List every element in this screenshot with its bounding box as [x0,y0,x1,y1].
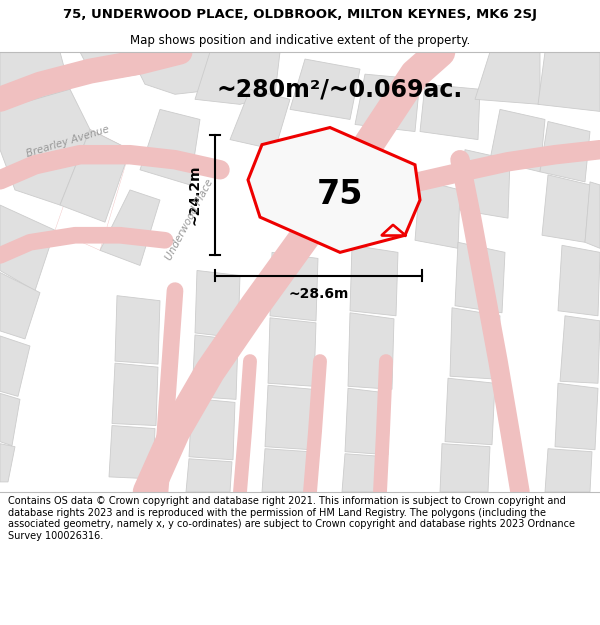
Polygon shape [350,246,398,316]
Polygon shape [60,129,130,222]
Polygon shape [186,459,232,492]
Polygon shape [355,74,420,131]
Polygon shape [415,180,460,248]
Polygon shape [0,336,30,396]
Polygon shape [230,89,290,149]
Polygon shape [0,272,40,339]
Polygon shape [270,253,318,321]
Polygon shape [100,190,160,266]
Polygon shape [195,52,280,104]
Polygon shape [490,109,545,172]
Text: Map shows position and indicative extent of the property.: Map shows position and indicative extent… [130,34,470,47]
Polygon shape [460,149,510,218]
Polygon shape [248,127,420,252]
Polygon shape [265,385,313,450]
Polygon shape [558,246,600,316]
Polygon shape [195,271,240,338]
Polygon shape [150,69,500,351]
Polygon shape [0,393,20,446]
Polygon shape [348,312,394,389]
Polygon shape [555,383,598,450]
Polygon shape [55,129,130,251]
Polygon shape [445,378,495,444]
Polygon shape [345,388,390,455]
Polygon shape [109,426,155,479]
Text: ~280m²/~0.069ac.: ~280m²/~0.069ac. [217,78,463,101]
Polygon shape [420,84,480,139]
Text: Brearley Avenue: Brearley Avenue [25,124,111,159]
Polygon shape [542,175,590,242]
Polygon shape [440,444,490,492]
Polygon shape [540,121,590,182]
Text: 75: 75 [317,179,363,211]
Polygon shape [140,52,230,94]
Polygon shape [262,449,310,492]
Polygon shape [290,59,360,119]
Text: 75, UNDERWOOD PLACE, OLDBROOK, MILTON KEYNES, MK6 2SJ: 75, UNDERWOOD PLACE, OLDBROOK, MILTON KE… [63,8,537,21]
Polygon shape [545,449,592,492]
Polygon shape [0,52,70,109]
Polygon shape [115,296,160,364]
Polygon shape [450,308,500,379]
Polygon shape [0,89,90,205]
Polygon shape [192,335,238,399]
Polygon shape [112,363,158,426]
Polygon shape [475,52,540,104]
Text: Contains OS data © Crown copyright and database right 2021. This information is : Contains OS data © Crown copyright and d… [8,496,575,541]
Polygon shape [0,444,15,482]
Polygon shape [0,205,55,291]
Polygon shape [342,454,387,492]
Polygon shape [382,225,405,235]
Text: ~28.6m: ~28.6m [289,287,349,301]
Polygon shape [585,182,600,248]
Polygon shape [189,398,235,460]
Polygon shape [455,242,505,312]
Polygon shape [560,316,600,383]
Polygon shape [268,318,316,386]
Polygon shape [80,52,140,81]
Polygon shape [140,109,200,185]
Polygon shape [538,52,600,111]
Text: Underwood Place: Underwood Place [164,178,215,262]
Text: ~24.2m: ~24.2m [188,165,202,225]
